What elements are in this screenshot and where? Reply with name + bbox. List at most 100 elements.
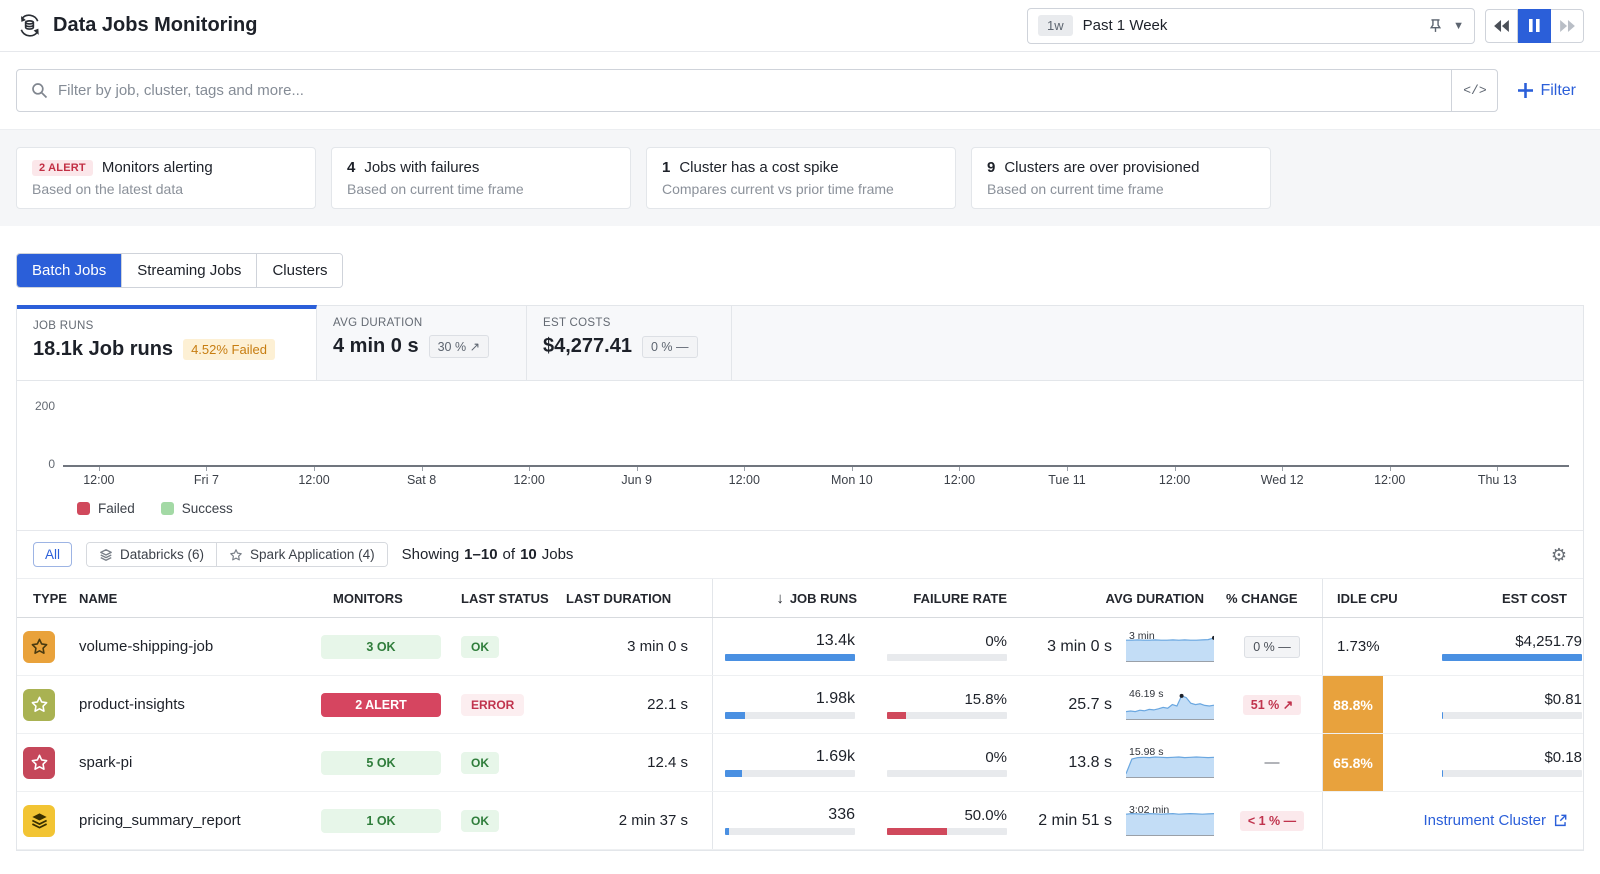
insight-card-monitors-alerting[interactable]: 2 ALERT Monitors alerting Based on the l… xyxy=(16,147,316,209)
tab-streaming-jobs[interactable]: Streaming Jobs xyxy=(121,254,257,287)
idle-cpu-cell: 88.8% xyxy=(1322,676,1432,733)
col-pct-change[interactable]: % CHANGE xyxy=(1226,590,1298,606)
idle-cpu-cell: 65.8% xyxy=(1322,734,1432,791)
col-last-status[interactable]: LAST STATUS xyxy=(461,590,549,606)
failure-rate-value: 0% xyxy=(985,748,1007,766)
change-badge: 0 % — xyxy=(641,335,698,358)
tab-batch-jobs[interactable]: Batch Jobs xyxy=(17,254,122,287)
filter-pill-databricks[interactable]: Databricks (6) xyxy=(87,543,217,566)
job-runs-value: 13.4k xyxy=(815,632,855,649)
table-row[interactable]: product-insights 2 ALERT ERROR 22.1 s 1.… xyxy=(17,676,1583,734)
table-row[interactable]: pricing_summary_report 1 OK OK 2 min 37 … xyxy=(17,792,1583,850)
avg-duration-value: 13.8 s xyxy=(1068,753,1112,771)
x-tick-label: Fri 7 xyxy=(193,473,219,487)
x-tick-label: 12:00 xyxy=(83,473,115,487)
avg-duration-sparkline[interactable]: 46.19 s xyxy=(1126,688,1214,720)
time-backward-button[interactable] xyxy=(1485,8,1518,43)
monitors-badge[interactable]: 5 OK xyxy=(321,750,441,775)
idle-cpu-highlight: 88.8% xyxy=(1323,676,1383,733)
monitors-badge[interactable]: 2 ALERT xyxy=(321,692,441,717)
databricks-job-type-icon xyxy=(23,804,55,837)
metric-card-est-costs[interactable]: EST COSTS $4,277.41 0 % — xyxy=(527,305,732,380)
col-last-duration[interactable]: LAST DURATION xyxy=(566,590,672,606)
table-settings-gear-icon[interactable]: ⚙ xyxy=(1550,544,1567,565)
plus-icon xyxy=(1518,83,1534,98)
metric-value: 18.1k Job runs xyxy=(33,338,174,360)
metric-card-avg-duration[interactable]: AVG DURATION 4 min 0 s 30 % ↗ xyxy=(317,305,527,380)
filter-pill-group: Databricks (6) Spark Application (4) xyxy=(86,542,388,567)
insight-card-jobs-with-failures[interactable]: 4 Jobs with failures Based on current ti… xyxy=(331,147,631,209)
metric-card-job-runs[interactable]: JOB RUNS 18.1k Job runs 4.52% Failed xyxy=(17,305,317,380)
pause-button[interactable] xyxy=(1518,8,1551,43)
last-status-cell: ERROR xyxy=(451,693,556,716)
col-failure-rate[interactable]: FAILURE RATE xyxy=(913,590,1007,606)
chevron-down-icon[interactable]: ▼ xyxy=(1453,19,1464,32)
col-idle-cpu[interactable]: IDLE CPU xyxy=(1322,579,1432,617)
pct-change-badge: < 1 % — xyxy=(1239,811,1305,831)
tab-clusters[interactable]: Clusters xyxy=(256,254,343,287)
monitors-cell: 5 OK xyxy=(301,750,451,775)
col-name[interactable]: NAME xyxy=(79,590,118,606)
job-name[interactable]: spark-pi xyxy=(79,754,133,771)
col-type[interactable]: TYPE xyxy=(33,590,67,606)
spark-job-type-icon xyxy=(23,630,55,663)
search-box: </> xyxy=(16,69,1499,112)
change-badge: 30 % ↗ xyxy=(428,335,490,358)
table-toolbar: All Databricks (6) Spark Application (4)… xyxy=(17,530,1583,578)
last-duration-value: 22.1 s xyxy=(647,696,688,713)
last-status-badge: OK xyxy=(461,751,499,774)
pct-change-cell: 0 % — xyxy=(1222,636,1322,658)
insight-count: 1 xyxy=(662,159,671,176)
x-tick-mark xyxy=(1282,467,1284,471)
table-row[interactable]: spark-pi 5 OK OK 12.4 s 1.69k 0% 13.8 s … xyxy=(17,734,1583,792)
add-filter-button[interactable]: Filter xyxy=(1518,82,1584,100)
job-type-cell xyxy=(17,688,69,721)
x-tick-mark xyxy=(421,467,423,471)
monitors-badge[interactable]: 3 OK xyxy=(321,634,441,659)
insight-title: Clusters are over provisioned xyxy=(1004,159,1200,176)
pill-label: Databricks (6) xyxy=(120,547,205,562)
legend-item-failed[interactable]: Failed xyxy=(77,501,135,516)
avg-duration-sparkline[interactable]: 15.98 s xyxy=(1126,746,1214,778)
insight-card-cost-spike[interactable]: 1 Cluster has a cost spike Compares curr… xyxy=(646,147,956,209)
time-forward-button[interactable] xyxy=(1551,8,1584,43)
x-tick-mark xyxy=(314,467,315,471)
avg-duration-sparkline[interactable]: 3:02 min xyxy=(1126,804,1214,836)
metric-value: 4 min 0 s xyxy=(333,335,419,357)
x-tick-mark xyxy=(1067,467,1068,471)
x-tick-label: 12:00 xyxy=(298,473,330,487)
x-tick-label: Sat 8 xyxy=(406,473,437,487)
x-tick-label: Tue 11 xyxy=(1048,473,1086,487)
x-tick-mark xyxy=(636,467,638,471)
search-icon xyxy=(17,82,58,99)
job-name[interactable]: volume-shipping-job xyxy=(79,638,214,655)
filter-pill-all[interactable]: All xyxy=(33,542,73,567)
spark-job-type-icon xyxy=(23,688,55,721)
data-jobs-logo-icon xyxy=(16,12,43,39)
job-type-cell xyxy=(17,630,69,663)
col-avg-duration[interactable]: AVG DURATION xyxy=(1105,590,1204,606)
col-monitors[interactable]: MONITORS xyxy=(333,590,403,606)
time-range-picker[interactable]: 1w Past 1 Week ▼ xyxy=(1027,7,1475,44)
showing-count-text: Showing 1–10 of 10 Jobs xyxy=(401,546,574,563)
pct-change-value: — xyxy=(1264,754,1280,771)
x-tick-label: Mon 10 xyxy=(830,473,873,487)
insight-cards-band: 2 ALERT Monitors alerting Based on the l… xyxy=(0,129,1600,226)
insight-card-over-provisioned[interactable]: 9 Clusters are over provisioned Based on… xyxy=(971,147,1271,209)
sparkline-label: 3 min xyxy=(1129,629,1155,642)
table-row[interactable]: volume-shipping-job 3 OK OK 3 min 0 s 13… xyxy=(17,618,1583,676)
col-est-cost[interactable]: EST COST xyxy=(1501,590,1567,606)
legend-item-success[interactable]: Success xyxy=(160,501,233,516)
instrument-cluster-link[interactable]: Instrument Cluster xyxy=(1322,792,1583,849)
job-name[interactable]: pricing_summary_report xyxy=(79,812,241,829)
x-tick-label: 12:00 xyxy=(1374,473,1406,487)
code-query-button[interactable]: </> xyxy=(1451,70,1497,111)
filter-pill-spark-application[interactable]: Spark Application (4) xyxy=(216,543,387,566)
search-input[interactable] xyxy=(58,82,1452,99)
insight-title: Cluster has a cost spike xyxy=(679,159,839,176)
job-name[interactable]: product-insights xyxy=(79,696,185,713)
monitors-badge[interactable]: 1 OK xyxy=(321,808,441,833)
col-job-runs[interactable]: ↓ JOB RUNS xyxy=(712,579,867,617)
avg-duration-sparkline[interactable]: 3 min xyxy=(1126,629,1214,662)
pin-icon[interactable] xyxy=(1428,18,1443,33)
